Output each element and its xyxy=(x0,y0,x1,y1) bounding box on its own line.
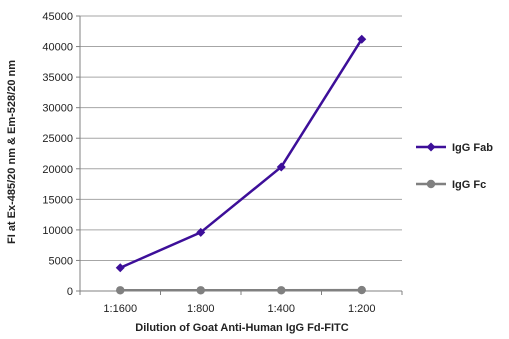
y-tick-label: 10000 xyxy=(42,225,73,237)
y-tick-label: 0 xyxy=(67,286,73,298)
x-axis-title: Dilution of Goat Anti-Human IgG Fd-FITC xyxy=(135,322,348,334)
y-tick-label: 25000 xyxy=(42,133,73,145)
data-point-igg-fab xyxy=(196,227,206,237)
y-tick-label: 20000 xyxy=(42,164,73,176)
data-point-igg-fab xyxy=(357,34,367,44)
y-axis-title: FI at Ex-485/20 nm & Em-528/20 nm xyxy=(6,60,18,244)
legend-label: IgG Fab xyxy=(452,142,493,154)
series-igg-fc xyxy=(116,285,366,295)
x-tick-labels: 1:1600 1:800 1:400 1:200 xyxy=(103,303,375,315)
legend-swatch-marker xyxy=(426,179,436,189)
series-layer xyxy=(115,34,367,295)
x-tick-label: 1:800 xyxy=(187,303,215,315)
data-point-igg-fc xyxy=(357,285,366,295)
y-tick-label: 40000 xyxy=(42,42,73,54)
data-point-igg-fab xyxy=(276,162,286,172)
y-tick-label: 35000 xyxy=(42,72,73,84)
data-point-igg-fc xyxy=(277,286,286,295)
series-igg-fab xyxy=(115,34,367,273)
data-point-igg-fc xyxy=(196,286,205,295)
x-tick-label: 1:1600 xyxy=(103,303,137,315)
data-point-igg-fab xyxy=(115,263,125,273)
legend-item-igg-fc: IgG Fc xyxy=(416,179,486,191)
axes xyxy=(76,15,403,295)
gridlines xyxy=(80,15,402,261)
x-tick-label: 1:200 xyxy=(348,303,376,315)
legend: IgG Fab IgG Fc xyxy=(416,142,493,191)
y-tick-label: 30000 xyxy=(42,103,73,115)
y-tick-label: 45000 xyxy=(42,11,73,23)
y-tick-label: 15000 xyxy=(42,194,73,206)
y-tick-labels: 0 5000 10000 15000 20000 25000 30000 35000 40000… xyxy=(42,11,73,298)
y-tick-label: 5000 xyxy=(49,255,73,267)
data-point-igg-fc xyxy=(116,286,125,295)
legend-label: IgG Fc xyxy=(452,179,486,191)
x-tick-label: 1:400 xyxy=(267,303,295,315)
legend-swatch-marker xyxy=(426,142,436,152)
legend-item-igg-fab: IgG Fab xyxy=(416,142,493,154)
series-line-igg-fab xyxy=(119,38,363,269)
